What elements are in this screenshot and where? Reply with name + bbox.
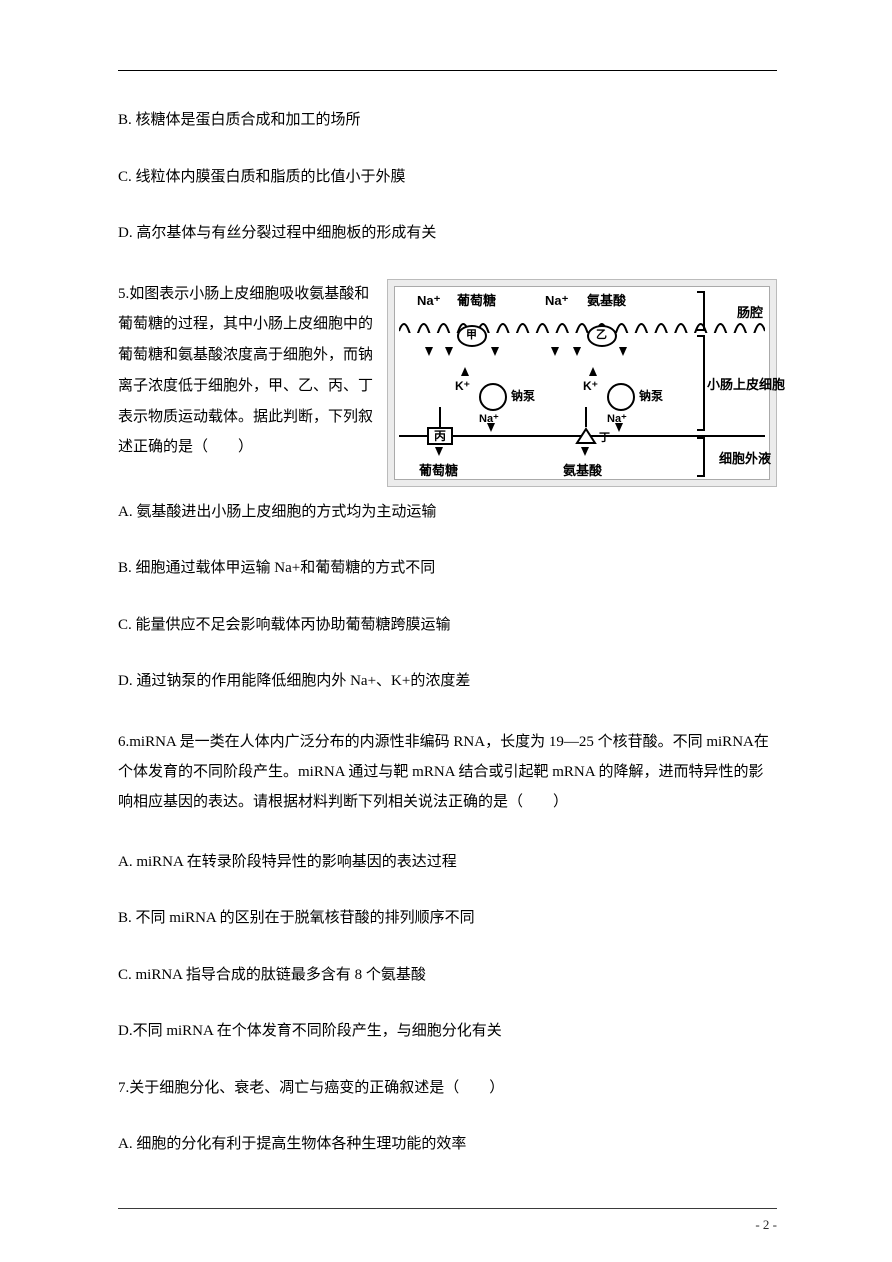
q6-prompt: 6.miRNA 是一类在人体内广泛分布的内源性非编码 RNA，长度为 19—25… [118, 727, 777, 817]
carrier-ding-label: 丁 [599, 430, 610, 447]
fig-lumen-label: 肠腔 [737, 303, 763, 323]
q4-option-C: C. 线粒体内膜蛋白质和脂质的比值小于外膜 [118, 166, 777, 189]
na-pump-1-label: 钠泵 [511, 387, 535, 405]
arrow-icon [425, 347, 433, 356]
na-pump-2-icon [607, 383, 635, 411]
q5-option-D: D. 通过钠泵的作用能降低细胞内外 Na+、K+的浓度差 [118, 670, 777, 693]
q6-option-B: B. 不同 miRNA 的区别在于脱氧核苷酸的排列顺序不同 [118, 907, 777, 930]
arrow-icon [615, 423, 623, 432]
page-number: - 2 - [118, 1215, 777, 1235]
arrow-icon [445, 347, 453, 356]
q7-prompt: 7.关于细胞分化、衰老、凋亡与癌变的正确叙述是（ ） [118, 1077, 777, 1100]
line-icon [439, 407, 441, 427]
q5-option-A: A. 氨基酸进出小肠上皮细胞的方式均为主动运输 [118, 501, 777, 524]
carrier-bing-icon: 丙 [427, 427, 453, 445]
arrow-icon [581, 447, 589, 456]
q7-option-A: A. 细胞的分化有利于提高生物体各种生理功能的效率 [118, 1133, 777, 1156]
apical-membrane-icon [399, 315, 765, 333]
carrier-ding-icon [575, 427, 597, 445]
footer-separator [118, 1208, 777, 1209]
carrier-yi-label: 乙 [596, 327, 607, 344]
page: B. 核糖体是蛋白质合成和加工的场所 C. 线粒体内膜蛋白质和脂质的比值小于外膜… [0, 0, 892, 1262]
line-icon [585, 407, 587, 427]
q6-option-A: A. miRNA 在转录阶段特异性的影响基因的表达过程 [118, 851, 777, 874]
bracket-icon [697, 291, 705, 331]
fig-na-2-label: Na⁺ [545, 291, 568, 311]
arrow-icon [491, 347, 499, 356]
q5-block: 5.如图表示小肠上皮细胞吸收氨基酸和葡萄糖的过程，其中小肠上皮细胞中的葡萄糖和氨… [118, 279, 777, 487]
q5-figure: Na⁺ 葡萄糖 Na⁺ 氨基酸 甲 乙 [387, 279, 777, 487]
top-separator [118, 70, 777, 71]
page-footer: - 2 - [0, 1208, 892, 1235]
q5-figure-inner: Na⁺ 葡萄糖 Na⁺ 氨基酸 甲 乙 [394, 286, 770, 480]
q4-option-B: B. 核糖体是蛋白质合成和加工的场所 [118, 109, 777, 132]
q5-option-B: B. 细胞通过载体甲运输 Na+和葡萄糖的方式不同 [118, 557, 777, 580]
arrow-icon [435, 447, 443, 456]
na-pump-1-icon [479, 383, 507, 411]
fig-cell-label: 小肠上皮细胞 [707, 375, 793, 395]
fig-k-2-label: K⁺ [583, 377, 598, 395]
q6-option-C: C. miRNA 指导合成的肽链最多含有 8 个氨基酸 [118, 964, 777, 987]
bracket-icon [697, 437, 705, 477]
q6-option-D: D.不同 miRNA 在个体发育不同阶段产生，与细胞分化有关 [118, 1020, 777, 1043]
na-pump-2-label: 钠泵 [639, 387, 663, 405]
arrow-icon [487, 423, 495, 432]
carrier-bing-label: 丙 [434, 427, 446, 445]
arrow-icon [461, 367, 469, 376]
arrow-icon [619, 347, 627, 356]
arrow-icon [551, 347, 559, 356]
fig-aa-top-label: 氨基酸 [587, 291, 626, 311]
fig-glucose-top-label: 葡萄糖 [457, 291, 496, 311]
fig-k-1-label: K⁺ [455, 377, 470, 395]
fig-glucose-bottom-label: 葡萄糖 [419, 461, 458, 481]
fig-aa-bottom-label: 氨基酸 [563, 461, 602, 481]
q4-option-D: D. 高尔基体与有丝分裂过程中细胞板的形成有关 [118, 222, 777, 245]
fig-ecf-label: 细胞外液 [719, 449, 771, 469]
q5-option-C: C. 能量供应不足会影响载体丙协助葡萄糖跨膜运输 [118, 614, 777, 637]
arrow-icon [573, 347, 581, 356]
bracket-icon [697, 335, 705, 431]
fig-na-1-label: Na⁺ [417, 291, 440, 311]
arrow-icon [589, 367, 597, 376]
q5-prompt: 5.如图表示小肠上皮细胞吸收氨基酸和葡萄糖的过程，其中小肠上皮细胞中的葡萄糖和氨… [118, 279, 373, 464]
carrier-jia-label: 甲 [466, 327, 477, 344]
